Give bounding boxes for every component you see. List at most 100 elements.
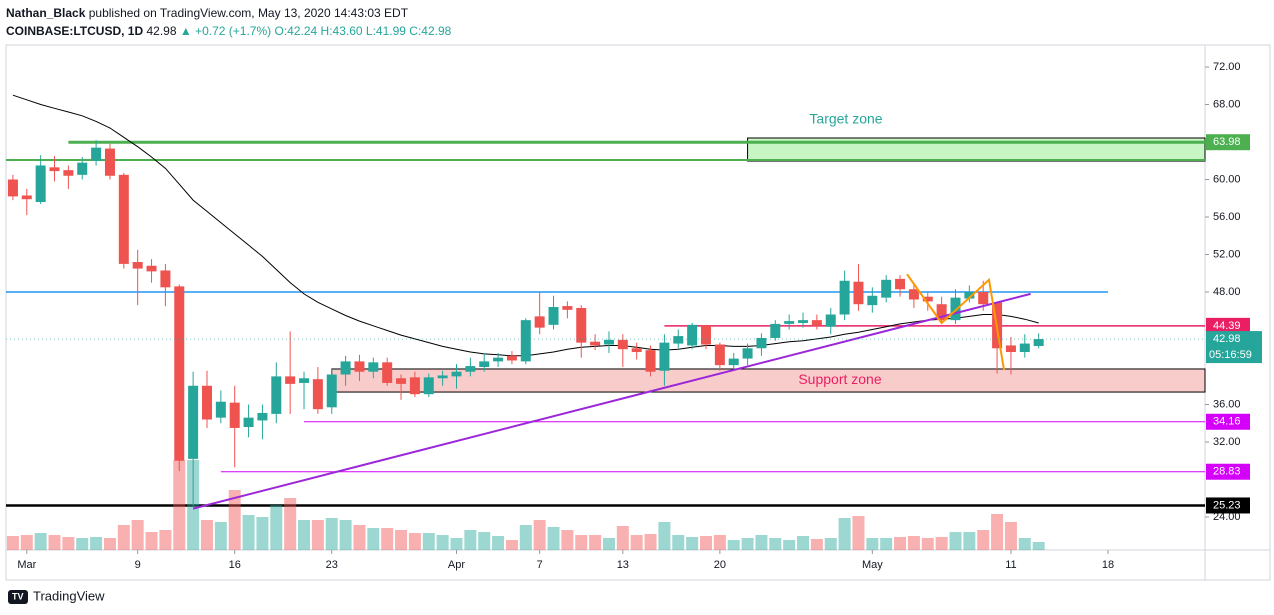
x-tick-label: 20 <box>714 559 726 571</box>
header-line-1: Nathan_Black published on TradingView.co… <box>6 4 451 22</box>
candle-body <box>867 295 878 306</box>
volume-bar <box>256 517 269 550</box>
candle-body <box>396 378 407 384</box>
line-price-label-bg <box>1206 463 1250 480</box>
candle-body <box>853 281 864 305</box>
candle-body <box>825 314 836 327</box>
candle-body <box>534 316 545 328</box>
volume-bar <box>436 535 449 550</box>
y-tick-label: 60.00 <box>1213 173 1241 185</box>
candle-body <box>312 379 323 410</box>
candle-body <box>35 165 46 203</box>
line-price-label-bg <box>1206 497 1250 514</box>
candle-body <box>132 262 143 269</box>
candle-body <box>978 292 989 305</box>
volume-bar <box>672 535 685 550</box>
x-tick-label: 9 <box>135 559 141 571</box>
pattern-line <box>906 273 1005 370</box>
author: Nathan_Black <box>6 6 86 20</box>
volume-bar <box>270 505 283 550</box>
y-tick-label: 68.00 <box>1213 98 1241 110</box>
x-tick-label: 7 <box>537 559 543 571</box>
candle-body <box>936 304 947 321</box>
x-tick-label: 11 <box>1005 559 1016 571</box>
svg-text:TV: TV <box>12 591 24 601</box>
candle-body <box>811 320 822 326</box>
candle-body <box>340 361 351 375</box>
candle-body <box>354 361 365 372</box>
volume-bar <box>602 538 615 550</box>
y-tick-label: 48.00 <box>1213 286 1241 298</box>
candle-body <box>520 320 531 362</box>
candle-body <box>1019 343 1030 353</box>
volume-bar <box>381 528 394 550</box>
volume-bar <box>145 532 158 550</box>
candle-body <box>950 297 961 321</box>
y-tick-label: 56.00 <box>1213 211 1241 223</box>
last-price-label: 42.98 <box>1213 333 1241 345</box>
volume-bar <box>422 533 435 550</box>
volume-bar <box>6 536 19 550</box>
volume-bar <box>713 535 726 550</box>
candle-body <box>215 401 226 418</box>
volume-bar <box>658 522 671 550</box>
volume-bar <box>200 520 213 550</box>
candle-body <box>756 337 767 349</box>
volume-bar <box>589 535 602 550</box>
candle-body <box>423 377 434 395</box>
volume-bar <box>921 538 934 550</box>
x-tick-label: 16 <box>229 559 241 571</box>
candle-body <box>631 348 642 353</box>
volume-bar <box>935 537 948 550</box>
volume-bar <box>408 533 421 550</box>
volume-bar <box>492 536 505 550</box>
volume-bar <box>963 532 976 550</box>
candle-body <box>562 306 573 310</box>
candle-body <box>617 339 628 350</box>
volume-bar <box>76 538 89 550</box>
candle-body <box>922 296 933 302</box>
x-tick-label: Apr <box>448 559 465 571</box>
candle-body <box>770 323 781 338</box>
volume-bar <box>159 530 172 550</box>
zone-label: Target zone <box>809 111 882 127</box>
x-tick-label: Mar <box>17 559 36 571</box>
y-tick-label: 52.00 <box>1213 248 1241 260</box>
ohlc: C:42.98 <box>409 24 452 38</box>
candle-body <box>548 307 559 325</box>
volume-bar <box>977 530 990 550</box>
candle-body <box>1005 345 1016 353</box>
volume-bar <box>797 536 810 550</box>
x-tick-label: 18 <box>1102 559 1114 571</box>
volume-bar <box>103 538 116 550</box>
volume-bar <box>894 537 907 550</box>
candle-body <box>493 357 504 362</box>
candle-body <box>257 412 268 421</box>
volume-bar <box>450 538 463 550</box>
volume-bar <box>353 525 366 550</box>
candle-body <box>451 371 462 377</box>
candle-body <box>479 361 490 368</box>
candle-body <box>409 377 420 395</box>
volume-bar <box>699 536 712 550</box>
volume-bar <box>824 538 837 550</box>
line-price-label: 34.16 <box>1213 416 1241 428</box>
line-price-label: 63.98 <box>1213 136 1241 148</box>
volume-bar <box>298 520 311 550</box>
volume-bar <box>505 540 518 550</box>
symbol: COINBASE:LTCUSD, 1D <box>6 24 144 38</box>
zone-label: Support zone <box>798 371 881 387</box>
volume-bar <box>214 522 227 550</box>
line-price-label-bg <box>1206 413 1250 430</box>
volume-bar <box>325 518 338 550</box>
candle-body <box>798 320 809 323</box>
volume-bar <box>20 535 33 550</box>
countdown: 05:16:59 <box>1209 349 1252 361</box>
volume-bar <box>1004 522 1017 550</box>
volume-bar <box>644 534 657 550</box>
volume-bar <box>769 538 782 550</box>
candle-body <box>229 402 240 428</box>
footer-brand: TradingView <box>33 588 105 603</box>
volume-bar <box>242 515 255 550</box>
volume-bar <box>727 540 740 550</box>
